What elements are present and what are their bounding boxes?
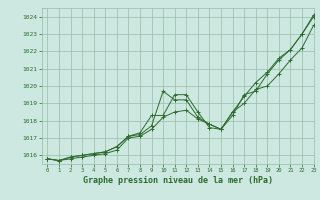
X-axis label: Graphe pression niveau de la mer (hPa): Graphe pression niveau de la mer (hPa): [83, 176, 273, 185]
